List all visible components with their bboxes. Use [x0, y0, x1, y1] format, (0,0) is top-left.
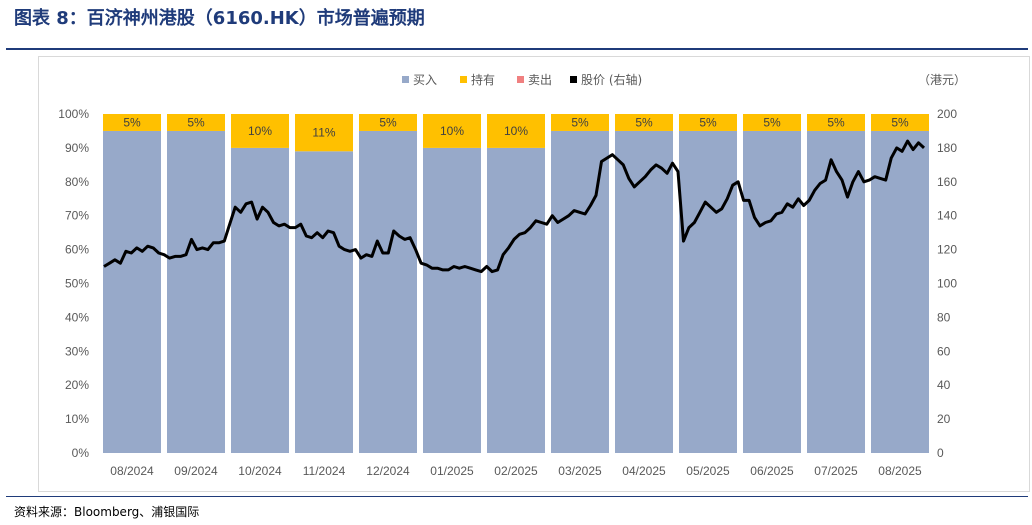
chart-frame: [38, 56, 1030, 492]
bar-hold-segment: [167, 114, 225, 131]
bar-hold-segment: [231, 114, 289, 148]
y-left-tick-label: 70%: [65, 209, 89, 223]
y-right-tick-label: 100: [937, 277, 957, 291]
y-right-tick-label: 40: [937, 378, 951, 392]
x-tick-label: 01/2025: [430, 464, 474, 478]
y-right-axis-label: （港元）: [918, 73, 966, 87]
bar-buy-segment: [359, 130, 417, 453]
bar-hold-segment: [679, 114, 737, 131]
y-right-tick-label: 140: [937, 209, 957, 223]
y-right-tick-label: 160: [937, 175, 957, 189]
figure-title: 图表 8：百济神州港股（6160.HK）市场普遍预期: [14, 6, 425, 32]
x-tick-label: 08/2025: [878, 464, 922, 478]
hold-data-label: 5%: [187, 115, 205, 129]
legend-swatch: [460, 76, 467, 83]
x-tick-label: 11/2024: [303, 464, 346, 478]
bar-buy-segment: [871, 130, 929, 453]
y-left-tick-label: 50%: [65, 277, 89, 291]
hold-data-label: 10%: [248, 124, 272, 138]
bar-hold-segment: [551, 114, 609, 131]
bar-hold-segment: [423, 114, 481, 148]
bar-buy-segment: [103, 130, 161, 453]
x-tick-label: 04/2025: [622, 464, 666, 478]
bar-hold-segment: [487, 114, 545, 148]
x-tick-label: 03/2025: [558, 464, 602, 478]
hold-data-label: 5%: [891, 115, 909, 129]
bar-buy-segment: [743, 130, 801, 453]
bar-hold-segment: [871, 114, 929, 131]
y-right-tick-label: 0: [937, 446, 944, 460]
y-right-tick-label: 200: [937, 107, 957, 121]
bar-hold-segment: [359, 114, 417, 131]
hold-data-label: 10%: [440, 124, 464, 138]
y-left-tick-label: 60%: [65, 243, 89, 257]
legend-label: 股价 (右轴): [581, 72, 642, 87]
title-rule: [6, 48, 1028, 50]
x-tick-label: 12/2024: [366, 464, 410, 478]
bar-buy-segment: [487, 147, 545, 453]
bar-buy-segment: [167, 130, 225, 453]
x-tick-label: 05/2025: [686, 464, 730, 478]
y-right-tick-label: 120: [937, 243, 957, 257]
source-note: 资料来源：Bloomberg、浦银国际: [14, 505, 200, 519]
bar-hold-segment: [743, 114, 801, 131]
hold-data-label: 5%: [379, 115, 397, 129]
bar-buy-segment: [807, 130, 865, 453]
legend-swatch: [402, 76, 409, 83]
bar-buy-segment: [231, 147, 289, 453]
hold-data-label: 5%: [123, 115, 141, 129]
y-left-tick-label: 90%: [65, 141, 89, 155]
hold-data-label: 10%: [504, 124, 528, 138]
y-left-tick-label: 0%: [72, 446, 90, 460]
footer-rule: [6, 496, 1028, 497]
x-tick-label: 07/2025: [814, 464, 858, 478]
y-right-tick-label: 80: [937, 310, 951, 324]
legend-swatch: [517, 76, 524, 83]
hold-data-label: 5%: [827, 115, 845, 129]
x-tick-label: 06/2025: [750, 464, 794, 478]
bar-buy-segment: [551, 130, 609, 453]
y-left-tick-label: 100%: [58, 107, 89, 121]
x-tick-label: 02/2025: [494, 464, 538, 478]
hold-data-label: 11%: [312, 126, 335, 140]
y-right-tick-label: 20: [937, 412, 951, 426]
legend-label: 持有: [471, 72, 495, 87]
y-left-tick-label: 10%: [65, 412, 89, 426]
x-tick-label: 10/2024: [238, 464, 282, 478]
hold-data-label: 5%: [763, 115, 781, 129]
legend-label: 买入: [413, 73, 437, 87]
bar-hold-segment: [295, 114, 353, 152]
y-right-tick-label: 60: [937, 344, 951, 358]
price-line: [103, 139, 926, 274]
hold-data-label: 5%: [699, 115, 717, 129]
x-tick-label: 09/2024: [174, 464, 218, 478]
bar-hold-segment: [807, 114, 865, 131]
y-right-tick-label: 180: [937, 141, 957, 155]
y-left-tick-label: 40%: [65, 310, 89, 324]
x-tick-label: 08/2024: [110, 464, 154, 478]
legend-swatch: [570, 76, 577, 83]
bar-hold-segment: [103, 114, 161, 131]
hold-data-label: 5%: [571, 115, 589, 129]
y-left-tick-label: 30%: [65, 344, 89, 358]
y-left-tick-label: 20%: [65, 378, 89, 392]
y-left-tick-label: 80%: [65, 175, 89, 189]
bar-buy-segment: [295, 151, 353, 454]
hold-data-label: 5%: [635, 115, 653, 129]
figure-title-text: 图表 8：百济神州港股（6160.HK）市场普遍预期: [14, 8, 425, 29]
bar-hold-segment: [615, 114, 673, 131]
legend-label: 卖出: [528, 73, 552, 87]
bar-buy-segment: [679, 130, 737, 453]
bar-buy-segment: [615, 130, 673, 453]
bar-buy-segment: [423, 147, 481, 453]
